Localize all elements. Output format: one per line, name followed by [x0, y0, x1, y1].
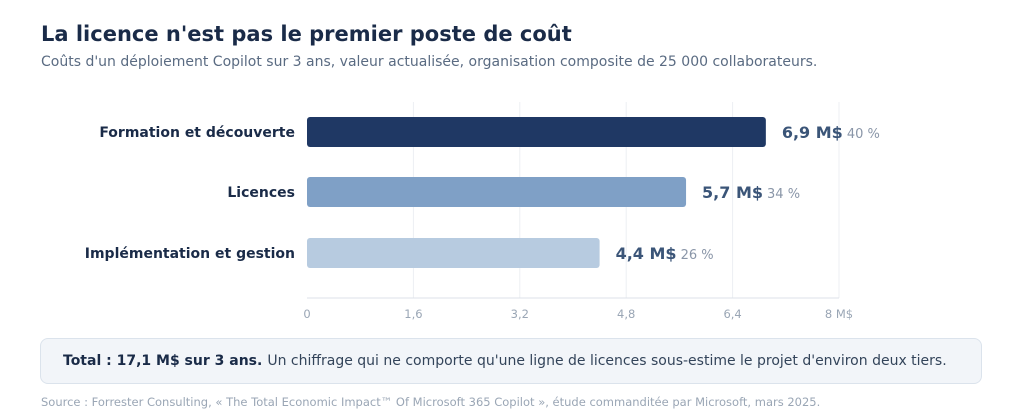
bar-value-label: 5,7 M$ 34 %	[702, 183, 800, 202]
percent-text: 34 %	[767, 187, 800, 202]
bar	[307, 177, 687, 207]
x-tick-label: 1,6	[404, 307, 422, 321]
value-text: 6,9 M$	[782, 123, 843, 142]
category-label: Formation et découverte	[99, 125, 295, 141]
bar-value-label: 4,4 M$ 26 %	[616, 244, 714, 263]
x-tick-label: 8 M$	[825, 307, 853, 321]
x-tick-label: 3,2	[511, 307, 529, 321]
chart-title: La licence n'est pas le premier poste de…	[41, 22, 572, 46]
percent-text: 26 %	[681, 248, 714, 263]
source-note: Source : Forrester Consulting, « The Tot…	[41, 395, 821, 409]
chart-subtitle: Coûts d'un déploiement Copilot sur 3 ans…	[41, 54, 818, 70]
x-tick-label: 6,4	[723, 307, 741, 321]
total-callout: Total : 17,1 M$ sur 3 ans. Un chiffrage …	[40, 338, 982, 384]
category-label: Licences	[227, 185, 295, 201]
bar-chart: 0 1,6 3,2 4,8 6,4 8 M$ Formation et découverte…	[85, 102, 880, 321]
value-text: 5,7 M$	[702, 183, 763, 202]
x-tick-label: 4,8	[617, 307, 635, 321]
x-tick-label: 0	[303, 307, 310, 321]
bar-value-label: 6,9 M$ 40 %	[782, 123, 880, 142]
category-label: Implémentation et gestion	[85, 246, 295, 262]
bar	[307, 117, 766, 147]
callout-text: Un chiffrage qui ne comporte qu'une lign…	[267, 353, 947, 369]
percent-text: 40 %	[847, 127, 880, 142]
bar	[307, 238, 600, 268]
callout-bold-text: Total : 17,1 M$ sur 3 ans.	[63, 353, 263, 369]
value-text: 4,4 M$	[616, 244, 677, 263]
